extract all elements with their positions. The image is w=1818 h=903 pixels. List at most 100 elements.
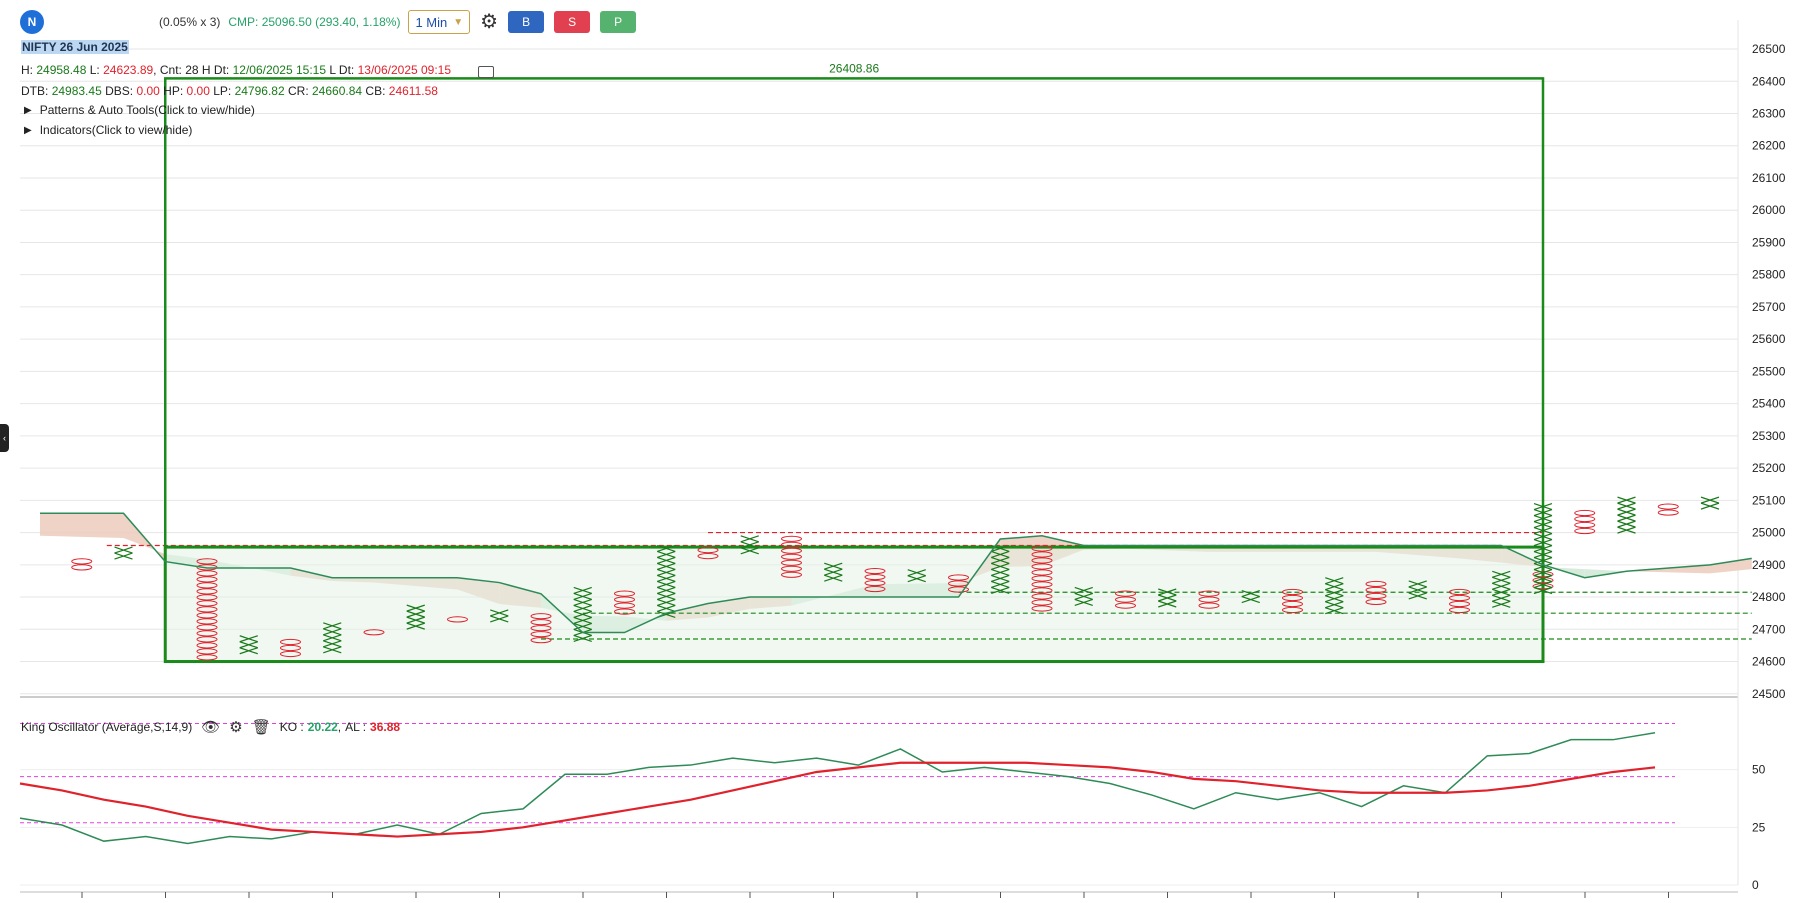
x-mark bbox=[1617, 496, 1636, 504]
chart-toolbar: N (0.05% x 3) CMP: 25096.50 (293.40, 1.1… bbox=[20, 10, 637, 34]
o-mark bbox=[864, 567, 886, 575]
x-mark bbox=[991, 556, 1010, 565]
o-mark bbox=[781, 565, 802, 572]
x-mark bbox=[406, 604, 425, 612]
gear-icon[interactable]: ⚙ bbox=[480, 11, 499, 33]
o-mark bbox=[1449, 594, 1470, 602]
h-value: 24958.48 bbox=[36, 63, 87, 77]
patterns-toggle[interactable]: ▶ Patterns & Auto Tools(Click to view/hi… bbox=[24, 103, 255, 117]
o-column bbox=[1282, 588, 1303, 614]
x-mark bbox=[573, 610, 592, 618]
triangle-right-icon: ▶ bbox=[24, 124, 32, 136]
y-tick-label: 25900 bbox=[1752, 235, 1786, 249]
x-column bbox=[114, 546, 133, 560]
consolidation-fill bbox=[165, 547, 1543, 662]
x-mark bbox=[1241, 596, 1260, 604]
p-button[interactable]: P bbox=[600, 11, 637, 33]
o-mark bbox=[1031, 545, 1053, 552]
o-mark bbox=[781, 553, 802, 560]
x-mark bbox=[1241, 590, 1260, 598]
timeframe-value: 1 Min bbox=[415, 14, 448, 30]
y-tick-label: 25300 bbox=[1752, 429, 1786, 443]
x-mark bbox=[239, 635, 258, 643]
x-mark bbox=[573, 622, 592, 630]
hp-label: HP: bbox=[163, 84, 184, 98]
o-mark bbox=[781, 535, 802, 542]
y-tick-label: 26200 bbox=[1752, 139, 1786, 153]
x-mark bbox=[1408, 586, 1427, 594]
o-mark bbox=[530, 613, 552, 620]
o-mark bbox=[1198, 596, 1220, 603]
stats-line-2: DTB: 24983.45 DBS: 0.00 HP: 0.00 LP: 247… bbox=[21, 84, 438, 98]
x-mark bbox=[1325, 589, 1344, 597]
o-mark bbox=[1115, 602, 1136, 609]
o-mark bbox=[614, 608, 635, 615]
x-mark bbox=[114, 546, 133, 554]
o-mark bbox=[196, 630, 218, 637]
sell-button[interactable]: S bbox=[554, 11, 591, 33]
o-column bbox=[1115, 590, 1136, 609]
al-value: 36.88 bbox=[370, 720, 401, 734]
o-mark bbox=[1031, 575, 1053, 582]
x-mark bbox=[323, 646, 342, 654]
o-column bbox=[363, 629, 385, 636]
gear-icon[interactable]: ⚙ bbox=[229, 719, 243, 736]
y-tick-label: 25000 bbox=[1752, 526, 1786, 540]
comment-icon[interactable] bbox=[478, 66, 494, 78]
x-mark bbox=[657, 598, 676, 607]
x-mark bbox=[406, 622, 425, 630]
side-panel-handle[interactable]: ‹ bbox=[0, 424, 9, 452]
trash-icon[interactable]: 🗑 bbox=[251, 719, 271, 736]
x-column bbox=[406, 604, 425, 630]
indicators-toggle[interactable]: ▶ Indicators(Click to view/hide) bbox=[24, 123, 192, 137]
cr-value: 24660.84 bbox=[312, 84, 363, 98]
hdt-value: 12/06/2025 15:15 bbox=[232, 63, 327, 77]
osc-y-tick-label: 0 bbox=[1752, 878, 1759, 892]
y-tick-label: 26300 bbox=[1752, 106, 1786, 120]
x-mark bbox=[1700, 502, 1720, 510]
o-mark bbox=[1031, 599, 1053, 606]
x-mark bbox=[1533, 587, 1553, 595]
o-mark bbox=[363, 629, 385, 636]
x-mark bbox=[657, 586, 676, 595]
x-column bbox=[323, 622, 342, 654]
ko-value: 20.22 bbox=[307, 720, 338, 734]
x-mark bbox=[1533, 509, 1553, 517]
x-mark bbox=[991, 580, 1010, 589]
lp-value: 24796.82 bbox=[234, 84, 285, 98]
o-mark bbox=[280, 638, 301, 646]
o-mark bbox=[1532, 577, 1554, 584]
x-mark bbox=[1074, 598, 1093, 606]
x-mark bbox=[490, 609, 509, 617]
dtb-label: DTB: bbox=[21, 84, 49, 98]
cb-value: 24611.58 bbox=[388, 84, 438, 98]
x-mark bbox=[323, 640, 342, 648]
o-column bbox=[1449, 588, 1470, 614]
x-mark bbox=[1617, 502, 1636, 510]
o-mark bbox=[697, 546, 719, 554]
x-mark bbox=[991, 550, 1010, 559]
o-mark bbox=[1031, 551, 1053, 558]
ldt-value: 13/06/2025 09:15 bbox=[357, 63, 452, 77]
o-mark bbox=[1365, 586, 1387, 594]
h-label: H: bbox=[21, 63, 33, 77]
instrument-title: NIFTY 26 Jun 2025 bbox=[21, 40, 129, 54]
o-mark bbox=[1031, 569, 1053, 576]
symbol-badge[interactable]: N bbox=[20, 10, 44, 34]
o-mark bbox=[1282, 594, 1303, 602]
x-mark bbox=[1492, 582, 1511, 590]
x-mark bbox=[406, 610, 425, 618]
cnt-label: Cnt: 28 bbox=[159, 63, 199, 77]
y-tick-label: 25400 bbox=[1752, 397, 1786, 411]
timeframe-select[interactable]: 1 Min ▼ bbox=[408, 10, 471, 34]
o-mark bbox=[864, 573, 886, 581]
x-mark bbox=[1492, 570, 1511, 578]
eye-icon[interactable]: 👁 bbox=[201, 719, 221, 736]
buy-button[interactable]: B bbox=[508, 11, 545, 33]
x-column bbox=[1408, 580, 1427, 600]
x-mark bbox=[1325, 595, 1344, 603]
o-mark bbox=[1031, 593, 1053, 600]
ichimoku-cloud-segment bbox=[1710, 558, 1752, 574]
al-line bbox=[19, 761, 1656, 838]
